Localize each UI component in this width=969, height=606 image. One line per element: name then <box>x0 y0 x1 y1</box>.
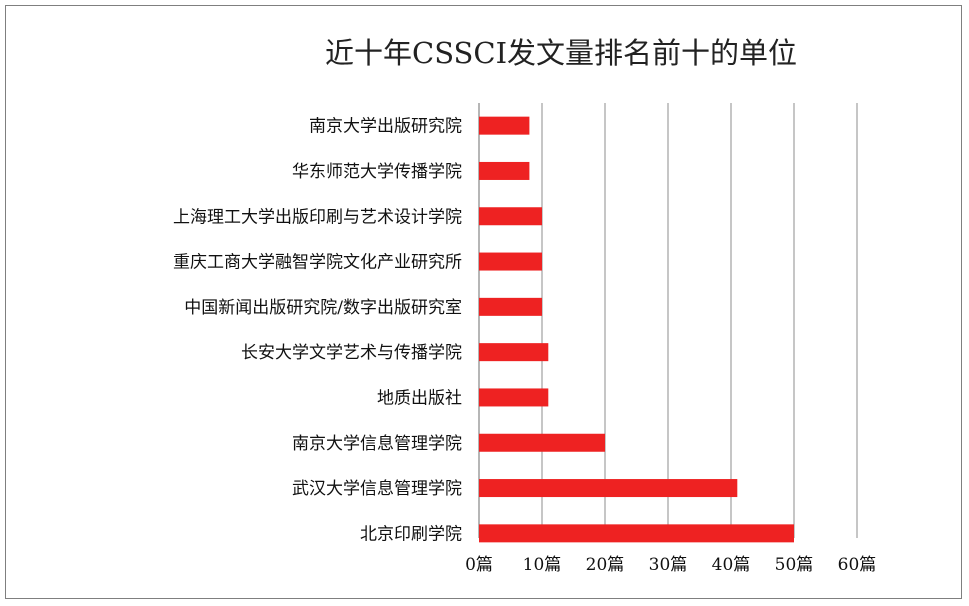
category-label: 北京印刷学院 <box>360 524 462 544</box>
x-tick-label: 20篇 <box>586 555 625 575</box>
x-axis-tick-labels: 0篇 10篇 20篇 30篇 40篇 50篇 60篇 <box>465 555 876 575</box>
category-label: 重庆工商大学融智学院文化产业研究所 <box>173 253 462 273</box>
category-label: 武汉大学信息管理学院 <box>292 479 462 499</box>
bar <box>479 207 542 226</box>
category-labels: 南京大学出版研究院华东师范大学传播学院上海理工大学出版印刷与艺术设计学院重庆工商… <box>173 117 462 545</box>
bar <box>479 524 794 543</box>
bar <box>479 252 542 271</box>
x-tick-label: 60篇 <box>838 555 877 575</box>
grid-lines <box>478 103 858 538</box>
x-tick-label: 0篇 <box>465 555 493 575</box>
x-tick-label: 50篇 <box>775 555 814 575</box>
category-label: 上海理工大学出版印刷与艺术设计学院 <box>173 207 462 227</box>
bars <box>479 116 794 543</box>
category-label: 地质出版社 <box>377 388 462 408</box>
x-tick-label: 10篇 <box>523 555 562 575</box>
bar <box>479 433 605 452</box>
bar <box>479 297 542 316</box>
chart-title: 近十年CSSCI发文量排名前十的单位 <box>325 36 798 70</box>
category-label: 南京大学信息管理学院 <box>292 434 462 454</box>
bar <box>479 343 549 362</box>
category-label: 中国新闻出版研究院/数字出版研究室 <box>184 298 462 318</box>
x-tick-label: 40篇 <box>712 555 751 575</box>
x-tick-label: 30篇 <box>649 555 688 575</box>
category-label: 长安大学文学艺术与传播学院 <box>241 343 462 363</box>
bar <box>479 479 738 498</box>
bar <box>479 388 549 407</box>
bar <box>479 116 530 135</box>
category-label: 南京大学出版研究院 <box>309 117 462 137</box>
category-label: 华东师范大学传播学院 <box>292 162 462 182</box>
bar <box>479 161 530 180</box>
